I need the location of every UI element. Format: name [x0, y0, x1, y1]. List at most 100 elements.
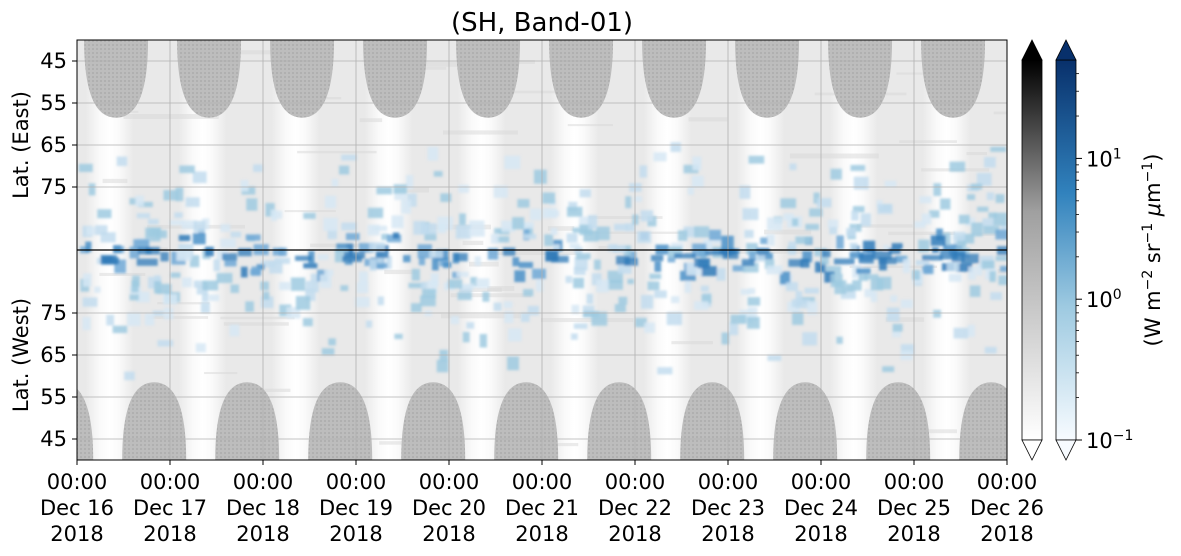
radiance-patch [815, 261, 826, 273]
colorbar-blue-extend-bottom [1055, 439, 1077, 461]
radiance-patch [220, 238, 236, 248]
radiance-patch [981, 260, 995, 270]
radiance-patch [918, 239, 930, 253]
texture-streak [359, 118, 383, 123]
radiance-patch [583, 230, 599, 242]
radiance-patch [976, 172, 992, 186]
radiance-patch [995, 229, 1007, 240]
radiance-patch [852, 280, 862, 291]
radiance-patch [457, 292, 472, 300]
no-data-dome-top [921, 40, 986, 118]
radiance-patch [174, 212, 183, 218]
radiance-patch [825, 266, 842, 275]
radiance-patch [958, 214, 970, 224]
radiance-patch [569, 243, 580, 249]
x-tick-year: 2018 [794, 522, 847, 546]
y-tick-label-west: 55 [40, 385, 67, 409]
radiance-patch [989, 271, 996, 283]
radiance-patch [862, 240, 876, 253]
no-data-dome-top [177, 40, 242, 118]
texture-streak [469, 261, 499, 267]
radiance-patch [209, 294, 220, 301]
radiance-patch [178, 234, 191, 241]
radiance-patch [571, 304, 580, 314]
radiance-patch [732, 265, 745, 272]
x-tick-time: 00:00 [140, 470, 201, 494]
radiance-patch [95, 225, 108, 235]
radiance-patch [849, 242, 858, 255]
radiance-patch [369, 259, 377, 271]
texture-streak [204, 372, 238, 375]
radiance-patch [883, 244, 890, 251]
radiance-patch [456, 271, 469, 277]
radiance-core [833, 258, 855, 265]
radiance-patch [820, 256, 829, 265]
radiance-patch [319, 274, 332, 288]
radiance-patch [946, 261, 960, 272]
radiance-patch [372, 225, 388, 231]
radiance-patch [344, 259, 353, 265]
radiance-patch [749, 255, 766, 262]
radiance-patch [138, 201, 153, 208]
radiance-patch [461, 283, 475, 290]
no-data-dome-top [363, 40, 428, 118]
radiance-patch [193, 220, 206, 233]
radiance-patch [701, 294, 712, 304]
radiance-patch [671, 296, 680, 303]
radiance-patch [411, 303, 422, 313]
radiance-patch [523, 233, 537, 240]
radiance-patch [949, 161, 966, 172]
radiance-core [342, 256, 363, 262]
radiance-patch [504, 155, 521, 170]
radiance-patch [192, 171, 207, 184]
radiance-patch [86, 226, 96, 236]
radiance-patch [462, 332, 470, 343]
radiance-patch [766, 265, 783, 275]
radiance-patch [482, 291, 490, 302]
radiance-patch [924, 264, 934, 275]
colorbar-blue-extend-top [1055, 39, 1077, 61]
texture-streak [489, 250, 581, 256]
radiance-patch [850, 164, 866, 171]
texture-streak [993, 111, 1007, 115]
radiance-patch [627, 278, 635, 285]
radiance-patch [519, 221, 534, 229]
radiance-patch [742, 208, 759, 221]
radiance-patch [196, 285, 208, 295]
no-data-dome-top [735, 40, 800, 118]
radiance-core [694, 258, 711, 267]
radiance-patch [1000, 265, 1007, 272]
radiance-patch [418, 256, 426, 266]
radiance-core [454, 253, 468, 262]
colorbar-blue-label: (W m−2 sr−1 μm−1) [1140, 154, 1165, 347]
radiance-patch [341, 154, 357, 161]
x-tick-date: Dec 18 [226, 496, 300, 520]
texture-streak [849, 265, 938, 269]
radiance-patch [136, 213, 150, 219]
radiance-patch [579, 224, 593, 235]
radiance-patch [573, 266, 586, 276]
texture-streak [407, 66, 447, 70]
radiance-patch [82, 317, 91, 331]
radiance-patch [504, 311, 514, 323]
radiance-patch [175, 187, 184, 202]
radiance-patch [403, 255, 411, 263]
texture-streak [284, 210, 336, 213]
radiance-patch [575, 253, 591, 260]
radiance-patch [521, 312, 530, 322]
texture-streak [384, 269, 417, 275]
radiance-patch [536, 279, 544, 292]
radiance-patch [668, 246, 682, 258]
radiance-patch [565, 276, 573, 283]
x-tick-year: 2018 [980, 522, 1033, 546]
radiance-patch [452, 271, 461, 279]
radiance-patch [667, 255, 676, 263]
radiance-patch [983, 226, 1000, 235]
radiance-patch [135, 195, 144, 207]
radiance-patch [413, 220, 426, 235]
radiance-patch [852, 206, 865, 213]
no-data-dome-bottom [77, 388, 94, 460]
radiance-patch [877, 204, 893, 214]
radiance-core [295, 255, 312, 261]
radiance-patch [795, 299, 811, 309]
